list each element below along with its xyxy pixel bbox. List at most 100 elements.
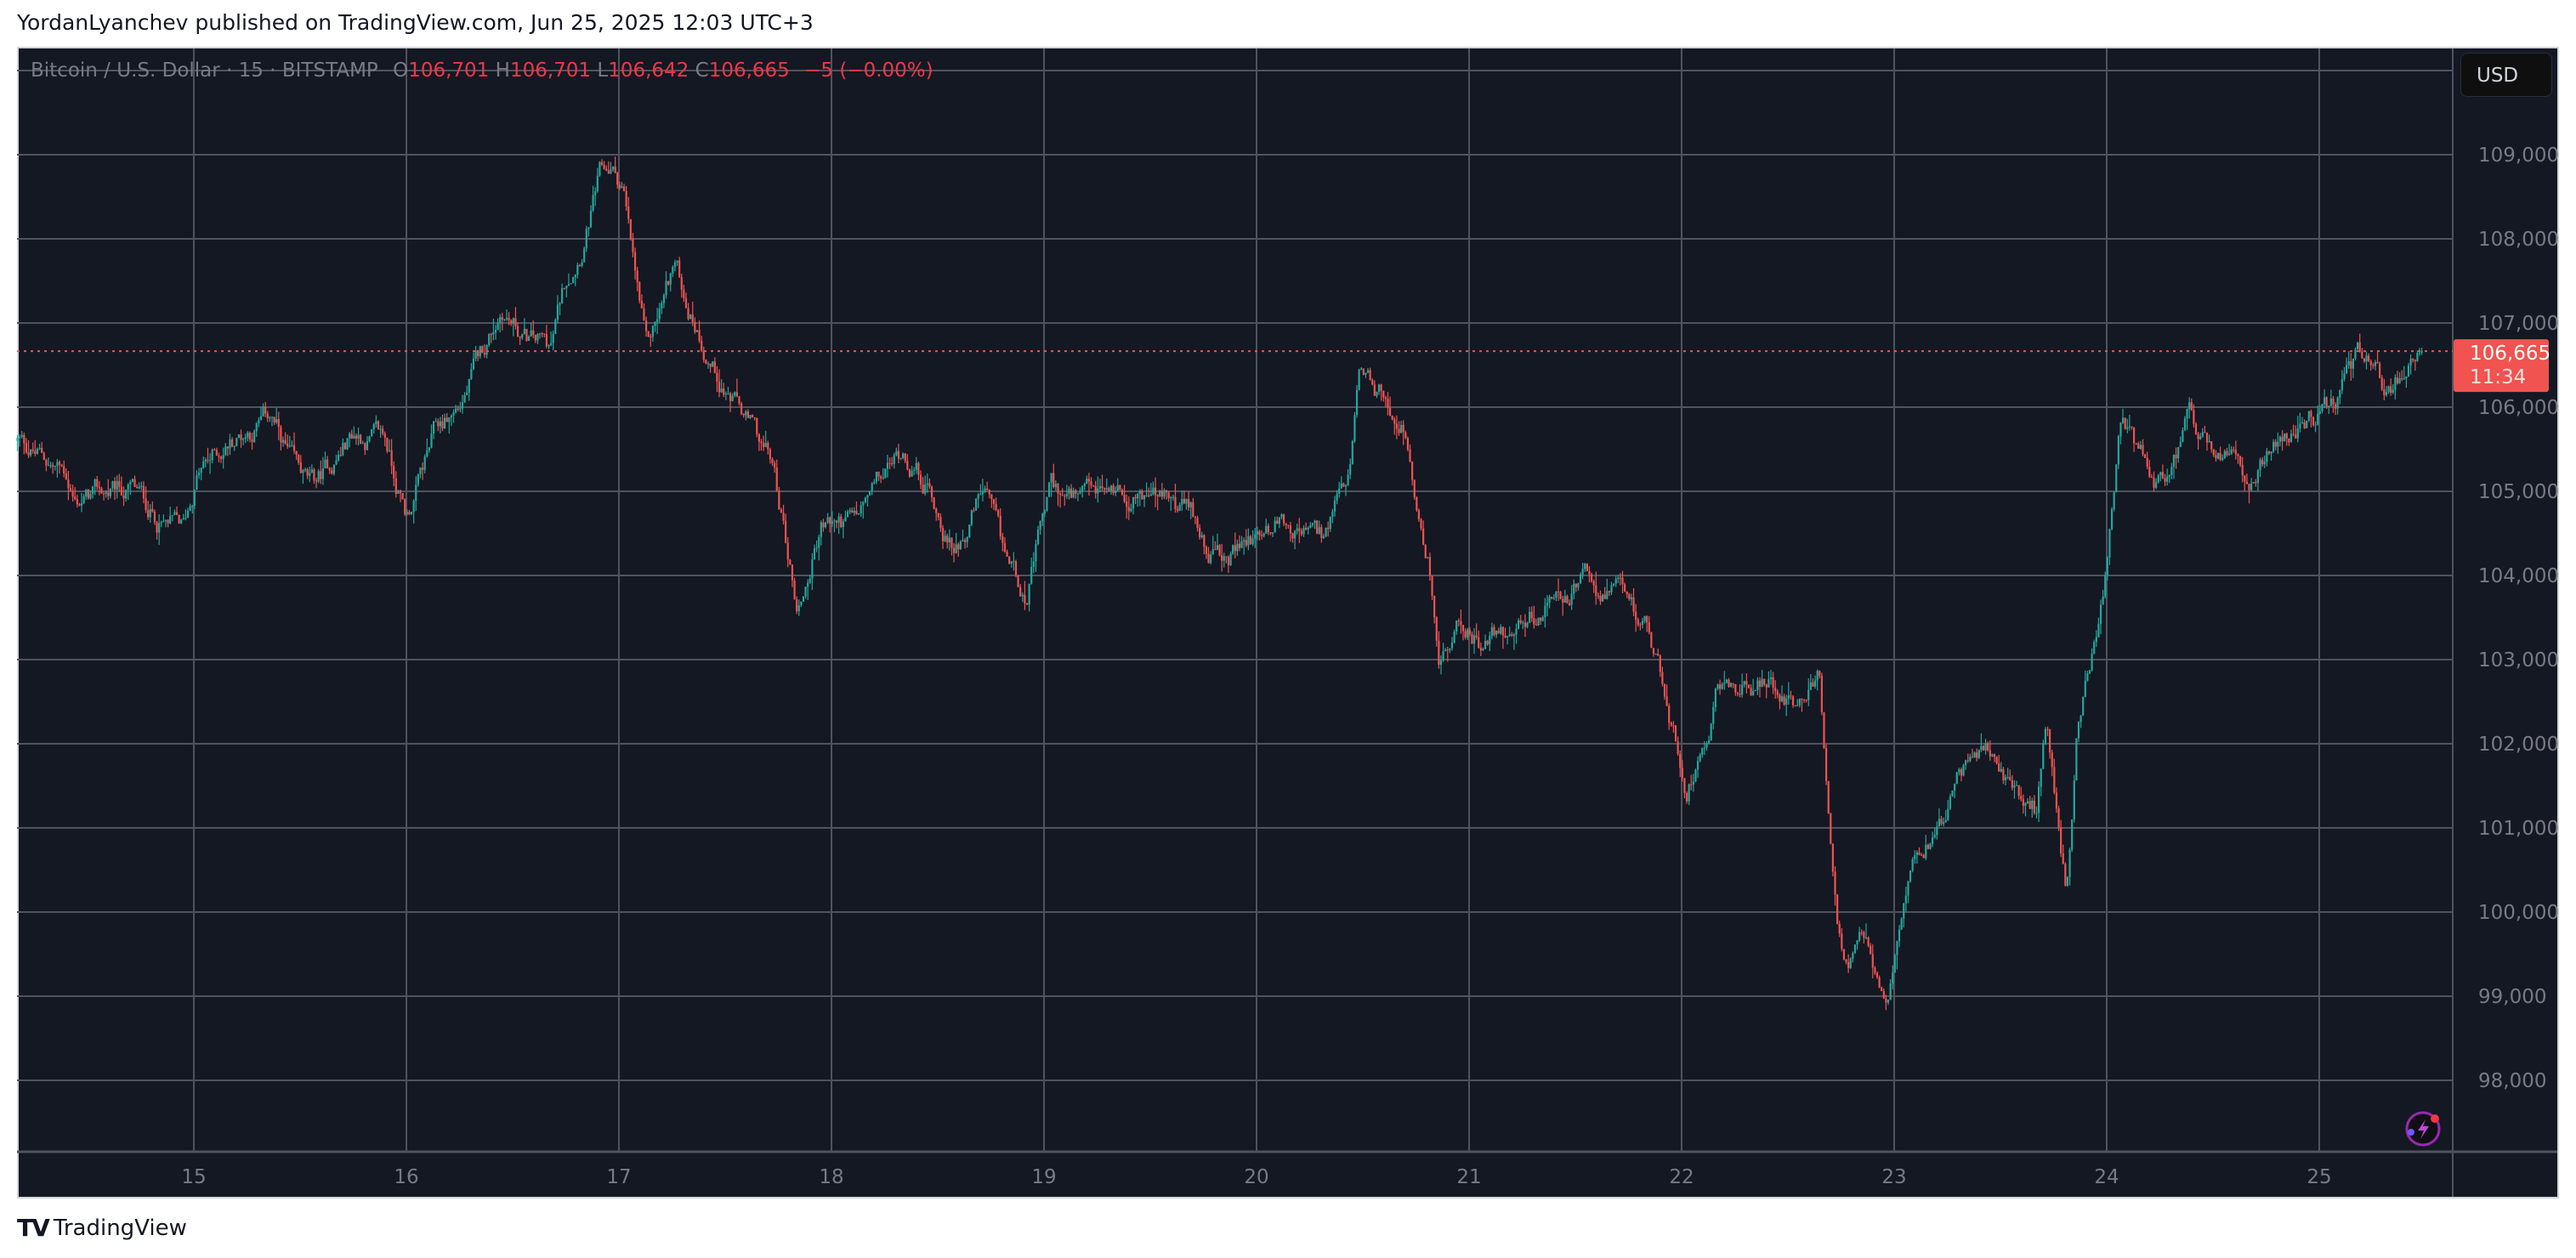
candle-body: [757, 434, 760, 442]
candle-body: [1836, 894, 1839, 924]
currency-button[interactable]: USD: [2460, 53, 2552, 97]
candle: [1858, 926, 1861, 943]
candle: [2284, 433, 2286, 442]
candle-body: [2204, 432, 2206, 434]
candle: [948, 529, 950, 551]
candle-body: [1827, 780, 1830, 814]
candle-body: [1104, 487, 1106, 490]
candle: [2024, 802, 2027, 817]
candle-body: [2064, 864, 2067, 886]
candle-body: [709, 363, 712, 367]
candle-body: [140, 485, 143, 487]
candle-body: [2277, 441, 2279, 447]
close-label: C: [695, 60, 709, 82]
candle-body: [2392, 389, 2394, 394]
tradingview-logo[interactable]: TV TradingView: [17, 1214, 187, 1242]
candle: [1965, 759, 1967, 770]
candle: [343, 441, 347, 450]
candle: [875, 471, 878, 484]
candle: [47, 457, 50, 467]
candle-body: [1809, 682, 1812, 690]
candle: [1351, 439, 1353, 465]
candle: [955, 532, 957, 554]
candle-body: [1925, 845, 1927, 858]
candle: [2139, 440, 2142, 450]
candle-body: [43, 452, 45, 461]
candle: [2000, 762, 2002, 773]
candle-body: [2153, 478, 2155, 488]
candle: [45, 458, 48, 472]
candle-body: [406, 512, 408, 514]
candle-body: [1951, 790, 1954, 796]
candle-body: [129, 481, 132, 484]
candle: [1493, 624, 1495, 638]
candle-body: [2226, 450, 2228, 456]
candle: [550, 331, 553, 347]
candle: [820, 520, 822, 546]
candle: [1630, 593, 1633, 606]
candle: [1210, 551, 1212, 565]
candle: [259, 406, 263, 421]
candle-body: [1278, 517, 1280, 524]
candle: [986, 481, 989, 490]
candle: [466, 385, 468, 395]
high-label: H: [495, 60, 510, 82]
candle: [94, 478, 96, 496]
candle-body: [587, 227, 590, 230]
candle-body: [2193, 410, 2195, 424]
candle: [1845, 959, 1847, 965]
candle-body: [2197, 434, 2199, 439]
candle-body: [2084, 680, 2086, 697]
candle-body: [339, 455, 342, 456]
candle-body: [171, 514, 173, 516]
candle-body: [20, 434, 23, 437]
candle-body: [2148, 467, 2151, 478]
candle-body: [1188, 499, 1190, 507]
candle-body: [2403, 378, 2405, 380]
candle: [884, 468, 887, 479]
candle-body: [760, 441, 763, 444]
candle: [1915, 850, 1918, 864]
candle: [780, 507, 783, 513]
candle-body: [224, 446, 227, 456]
candle: [673, 259, 677, 272]
candle: [2292, 424, 2295, 437]
candle-body: [869, 490, 871, 496]
candle-body: [430, 434, 433, 448]
candle: [207, 447, 209, 464]
candle: [412, 499, 415, 524]
candle-body: [1588, 570, 1591, 575]
candle: [415, 476, 417, 512]
candle: [219, 455, 223, 463]
candle: [1409, 444, 1411, 462]
candle: [1221, 543, 1223, 572]
candle-body: [60, 464, 63, 467]
candle-body: [1541, 617, 1544, 621]
candle: [1769, 670, 1773, 685]
candle-body: [412, 501, 415, 513]
candle: [2241, 456, 2244, 483]
candle-body: [186, 510, 190, 518]
candle-body: [1355, 389, 1359, 416]
candle-body: [1382, 390, 1385, 398]
candle-body: [771, 459, 774, 463]
candle-body: [1772, 677, 1774, 688]
candle-body: [1043, 510, 1046, 514]
candle: [530, 322, 532, 337]
candle: [375, 415, 377, 428]
candle: [100, 486, 103, 494]
candle-body: [326, 459, 329, 468]
candle: [706, 361, 710, 370]
candle: [1772, 672, 1774, 694]
lightning-assistant-icon[interactable]: [2405, 1111, 2441, 1147]
candle-body: [756, 417, 758, 434]
candle: [2396, 371, 2399, 385]
candle-body: [561, 288, 564, 304]
candle-body: [984, 488, 986, 492]
candle: [186, 507, 190, 518]
candle: [1104, 487, 1106, 496]
candle: [78, 502, 81, 507]
candle-body: [899, 457, 902, 459]
candle-body: [1659, 655, 1661, 672]
